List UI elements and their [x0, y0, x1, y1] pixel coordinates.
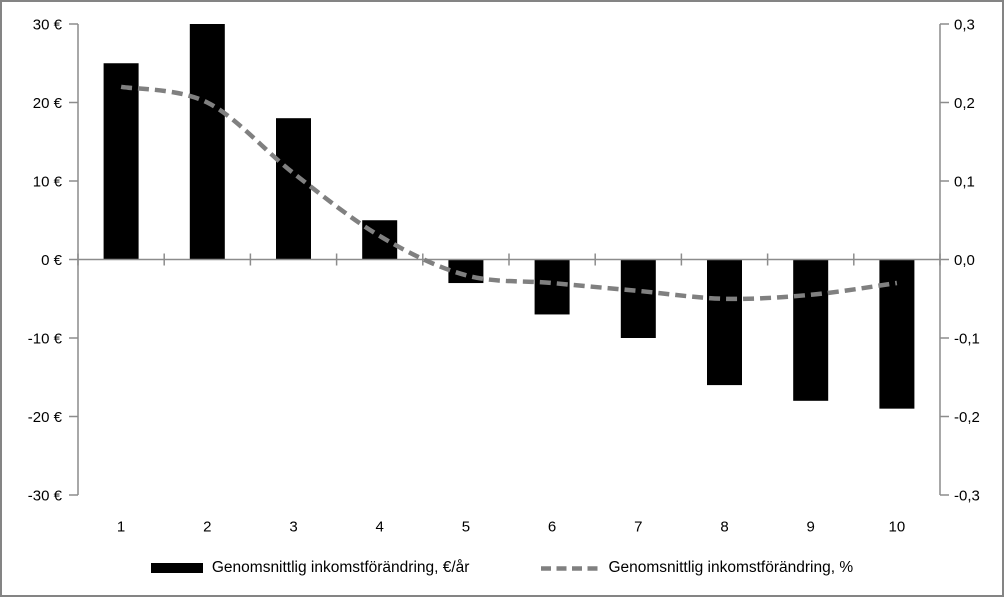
right-axis-tick-label: 0,0	[954, 252, 975, 269]
legend-label-line: Genomsnittlig inkomstförändring, %	[608, 559, 854, 576]
legend: Genomsnittlig inkomstförändring, €/år Ge…	[2, 552, 1002, 584]
legend-item-line: Genomsnittlig inkomstförändring, %	[541, 559, 853, 577]
x-axis-label: 4	[376, 518, 384, 535]
bar-category-7	[620, 259, 656, 338]
left-axis-tick-label: -30 €	[28, 487, 63, 504]
dashed-line-swatch	[541, 565, 600, 571]
legend-item-bars: Genomsnittlig inkomstförändring, €/år	[150, 559, 470, 577]
x-axis-label: 3	[289, 518, 297, 535]
x-axis-label: 1	[117, 518, 125, 535]
left-axis-tick-label: 30 €	[33, 16, 63, 33]
percent-line-series	[120, 84, 898, 302]
x-axis-label: 9	[807, 518, 815, 535]
x-axis-label: 2	[203, 518, 211, 535]
left-axis-tick-label: 20 €	[33, 95, 63, 112]
bar-category-1	[103, 63, 139, 260]
x-axis-label: 7	[634, 518, 642, 535]
left-axis-tick-label: -10 €	[28, 330, 63, 347]
bar-category-8	[707, 259, 742, 386]
x-axis-label: 10	[889, 518, 906, 535]
bar-series-swatch	[150, 563, 203, 573]
left-axis-tick-label: 0 €	[41, 252, 63, 269]
left-axis-tick-label: 10 €	[33, 173, 63, 190]
bar-category-2	[189, 24, 225, 260]
right-axis-tick-label: -0,1	[954, 330, 980, 347]
right-axis-tick-label: 0,3	[954, 16, 975, 33]
bar-category-3	[276, 118, 311, 260]
right-axis-tick-label: 0,2	[954, 95, 975, 112]
left-axis-tick-label: -20 €	[28, 409, 63, 426]
bar-category-10	[879, 259, 915, 409]
x-axis-label: 6	[548, 518, 556, 535]
x-axis-label: 8	[720, 518, 728, 535]
legend-label-bars: Genomsnittlig inkomstförändring, €/år	[211, 559, 470, 576]
bar-category-6	[534, 259, 570, 315]
x-axis-label: 5	[462, 518, 470, 535]
right-axis-tick-label: -0,3	[954, 487, 980, 504]
right-axis-tick-label: -0,2	[954, 409, 980, 426]
bar-category-9	[793, 259, 829, 401]
right-axis-tick-label: 0,1	[954, 173, 975, 190]
